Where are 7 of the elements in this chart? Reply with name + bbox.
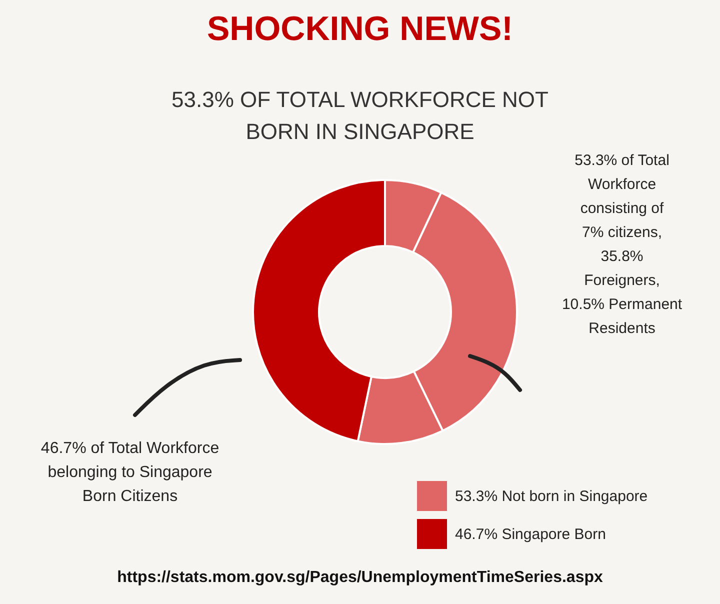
legend-label: 53.3% Not born in Singapore — [455, 488, 648, 505]
chart-title: SHOCKING NEWS! — [207, 10, 513, 48]
text: 53.3% of Total Workforce consisting of 7% citizens, 35.8% Foreigners, 10.5% Permanent Residents — [562, 152, 683, 337]
legend-label: 46.7% Singapore Born — [455, 526, 606, 543]
text: 46.7% of Total Workforce belonging to Singapore Born Citizens — [40, 440, 220, 505]
chart-subtitle: 53.3% OF TOTAL WORKFORCE NOT BORN IN SINGAPORE — [172, 87, 548, 144]
text: https://stats.mom.gov.sg/Pages/UnemploymentTimeSeries.aspx — [117, 569, 603, 586]
